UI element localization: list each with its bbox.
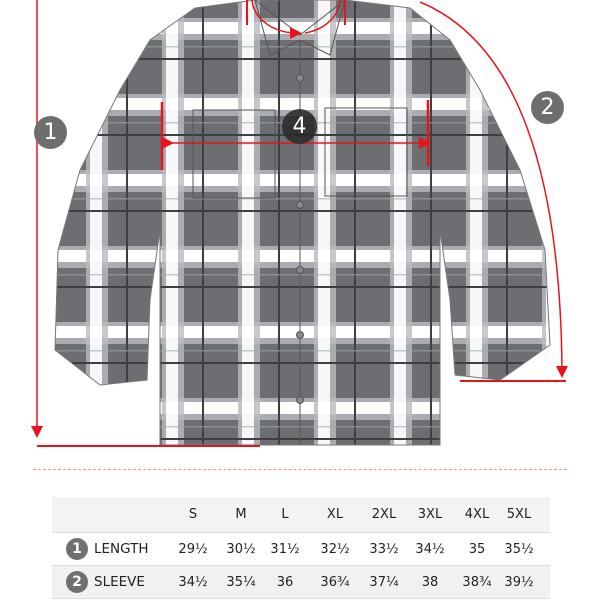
table-cell: 35 <box>468 541 486 557</box>
sleeve-line <box>419 1 568 378</box>
length-badge: 1 <box>34 116 67 149</box>
table-cell: 39½ <box>504 574 534 590</box>
table-cell: 38 <box>421 574 439 590</box>
shirt-illustration <box>31 0 568 447</box>
size-header: 3XL <box>417 507 443 522</box>
row-label: SLEEVE <box>94 574 145 590</box>
table-cell: 33½ <box>369 541 399 557</box>
size-header-row: S M L XL 2XL 3XL 4XL 5XL <box>52 497 550 533</box>
table-cell: 36 <box>276 574 294 590</box>
size-header: 4XL <box>464 507 490 522</box>
shirt-body <box>54 0 551 446</box>
chest-badge: 4 <box>282 109 317 144</box>
table-cell: 32½ <box>320 541 350 557</box>
size-header: 5XL <box>506 507 532 522</box>
table-cell: 35½ <box>504 541 534 557</box>
dashed-divider <box>33 469 567 470</box>
table-cell: 38¾ <box>462 574 492 590</box>
table-cell: 34½ <box>415 541 445 557</box>
size-header: 2XL <box>371 507 397 522</box>
length-row: 1 LENGTH 29½ 30½ 31½ 32½ 33½ 34½ 35 35½ <box>52 533 550 566</box>
table-cell: 29½ <box>178 541 208 557</box>
collar-line <box>251 0 302 39</box>
sleeve-row: 2 SLEEVE 34½ 35¼ 36 36¾ 37¼ 38 38¾ 39½ <box>52 566 550 599</box>
table-cell: 31½ <box>270 541 300 557</box>
row-number-badge: 2 <box>66 571 88 593</box>
size-chart-table: S M L XL 2XL 3XL 4XL 5XL 1 LENGTH 29½ 30½… <box>52 497 550 599</box>
row-number-badge: 1 <box>66 538 88 560</box>
size-header: S <box>188 507 198 522</box>
table-cell: 35¼ <box>226 574 256 590</box>
size-header: L <box>281 507 289 522</box>
table-cell: 34½ <box>178 574 208 590</box>
sleeve-badge: 2 <box>531 91 564 124</box>
table-cell: 37¼ <box>369 574 399 590</box>
size-header: M <box>235 507 247 522</box>
table-cell: 36¾ <box>320 574 350 590</box>
size-header: XL <box>326 507 344 522</box>
table-cell: 30½ <box>226 541 256 557</box>
row-label: LENGTH <box>94 541 149 557</box>
